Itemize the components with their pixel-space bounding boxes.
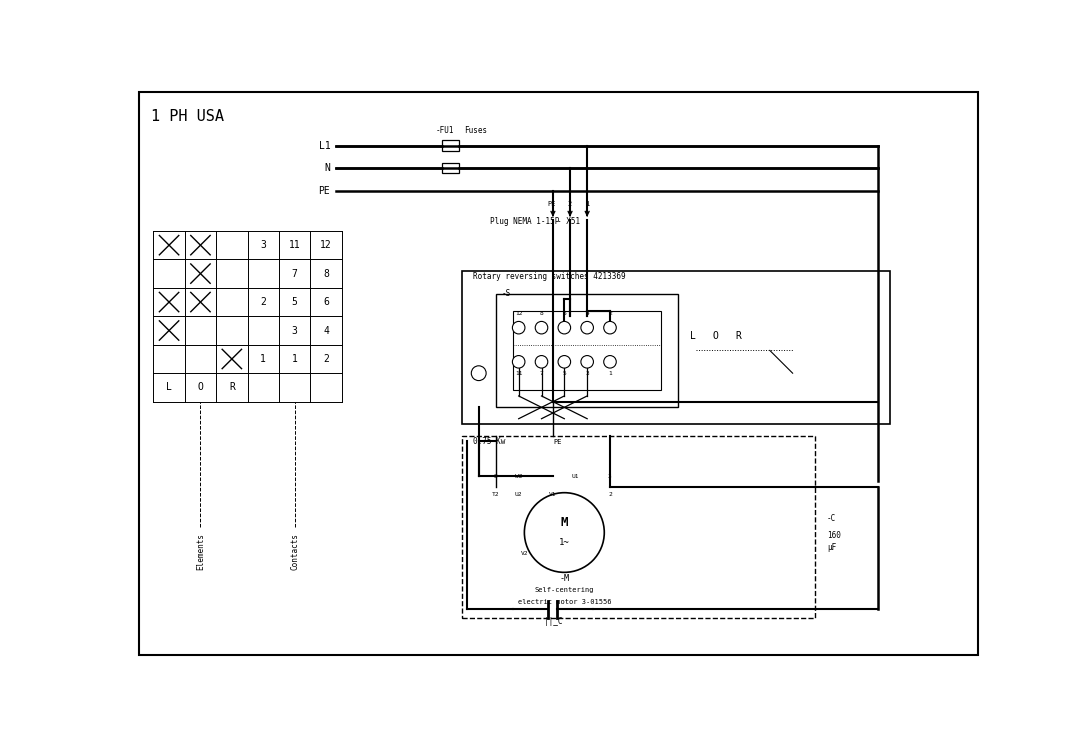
Text: M: M <box>560 516 568 529</box>
Text: 6: 6 <box>323 297 329 307</box>
Text: Fuses: Fuses <box>464 126 487 135</box>
Text: 7: 7 <box>292 268 298 279</box>
Text: T2: T2 <box>492 491 499 497</box>
Text: Rotary reversing switches 4213369: Rotary reversing switches 4213369 <box>473 272 626 282</box>
Text: ||_C: ||_C <box>544 616 562 626</box>
Text: L: L <box>166 382 172 392</box>
Text: 1 PH USA: 1 PH USA <box>150 109 223 123</box>
Text: PE: PE <box>547 202 556 208</box>
Text: 4: 4 <box>323 325 329 336</box>
Text: PE: PE <box>318 186 330 196</box>
Bar <box>441 140 459 151</box>
Circle shape <box>558 355 570 368</box>
Text: µF: µF <box>827 542 836 551</box>
Text: 2: 2 <box>261 297 266 307</box>
Text: L: L <box>690 331 695 341</box>
Text: Contacts: Contacts <box>290 533 299 570</box>
Text: 11: 11 <box>289 240 301 251</box>
Circle shape <box>604 355 616 368</box>
Text: 2: 2 <box>608 311 611 316</box>
Text: 3: 3 <box>261 240 266 251</box>
Text: electric motor 3-01556: electric motor 3-01556 <box>518 599 611 605</box>
Circle shape <box>535 321 548 334</box>
Text: 160: 160 <box>827 531 840 540</box>
Bar <box>461 436 815 618</box>
Text: 3: 3 <box>608 474 611 480</box>
Text: -FU1: -FU1 <box>435 126 453 135</box>
Circle shape <box>524 493 604 572</box>
Text: 12: 12 <box>320 240 332 251</box>
Text: 1: 1 <box>608 371 611 376</box>
Text: O: O <box>713 331 718 341</box>
Text: 3: 3 <box>292 325 298 336</box>
Circle shape <box>512 321 525 334</box>
Text: 8: 8 <box>494 474 498 480</box>
Text: 5: 5 <box>562 371 566 376</box>
Text: 0.75 Kw: 0.75 Kw <box>473 437 506 446</box>
Text: 1: 1 <box>261 354 266 364</box>
Text: 7: 7 <box>540 371 544 376</box>
Text: Plug NEMA 1-15P: Plug NEMA 1-15P <box>490 217 559 226</box>
Text: 1: 1 <box>292 354 298 364</box>
Circle shape <box>604 321 616 334</box>
Circle shape <box>581 321 593 334</box>
Text: 1~: 1~ <box>559 538 570 548</box>
Circle shape <box>558 321 570 334</box>
Text: 4: 4 <box>585 311 589 316</box>
Text: V2: V2 <box>521 551 529 556</box>
Text: -M: -M <box>559 574 569 583</box>
Text: 12: 12 <box>514 311 522 316</box>
Text: R: R <box>736 331 741 341</box>
Text: 5: 5 <box>292 297 298 307</box>
Text: N: N <box>325 163 330 174</box>
Text: U2: U2 <box>514 491 522 497</box>
Text: 2: 2 <box>568 202 572 208</box>
Text: W2: W2 <box>514 474 522 480</box>
Text: 6: 6 <box>562 311 566 316</box>
Text: L1: L1 <box>318 140 330 151</box>
Text: 1: 1 <box>585 202 590 208</box>
Text: Self-centering: Self-centering <box>534 588 594 593</box>
Text: U1: U1 <box>572 474 580 480</box>
Text: R: R <box>229 382 234 392</box>
Bar <box>496 293 678 407</box>
Text: 8: 8 <box>540 311 544 316</box>
Text: 3: 3 <box>585 371 589 376</box>
Text: -S: -S <box>501 290 511 299</box>
Text: PE: PE <box>553 439 561 446</box>
Text: 2: 2 <box>608 491 611 497</box>
Text: 11: 11 <box>514 371 522 376</box>
Text: - X51: - X51 <box>557 217 581 226</box>
Text: 2: 2 <box>323 354 329 364</box>
Bar <box>441 163 459 174</box>
Text: V1: V1 <box>549 491 557 497</box>
Circle shape <box>535 355 548 368</box>
Circle shape <box>581 355 593 368</box>
Text: O: O <box>197 382 204 392</box>
Bar <box>461 270 889 424</box>
Bar <box>513 310 662 390</box>
Circle shape <box>471 366 486 381</box>
Text: 8: 8 <box>323 268 329 279</box>
Text: -C: -C <box>827 514 836 523</box>
Text: Elements: Elements <box>196 533 205 570</box>
Circle shape <box>512 355 525 368</box>
